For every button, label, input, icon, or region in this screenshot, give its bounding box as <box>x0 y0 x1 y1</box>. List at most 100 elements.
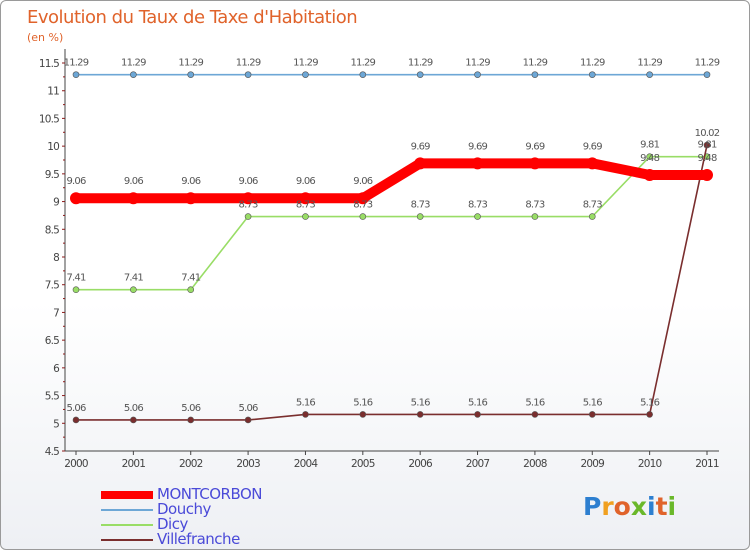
data-label-douchy: 11.29 <box>121 58 146 69</box>
y-tick-label: 7.5 <box>45 280 59 292</box>
data-point-montcorbon <box>127 192 140 205</box>
data-label-montcorbon-extra: 9.48 <box>640 153 660 164</box>
y-tick-label: 10 <box>47 141 59 153</box>
data-point-dicy <box>130 286 137 294</box>
data-label-villefranche: 5.06 <box>181 403 201 414</box>
data-point-montcorbon <box>528 157 541 170</box>
series-line-dicy <box>76 155 707 291</box>
data-label-douchy: 11.29 <box>637 58 662 69</box>
y-tick-label: 8 <box>53 252 59 264</box>
y-tick-label: 4.5 <box>45 446 59 458</box>
data-label-villefranche: 5.16 <box>583 397 603 408</box>
data-label-montcorbon: 9.06 <box>296 176 316 187</box>
data-label-douchy: 11.29 <box>695 58 720 69</box>
legend-label-montcorbon: MONTCORBON <box>157 485 263 503</box>
data-point-montcorbon <box>70 192 82 205</box>
legend-swatch-villefranche <box>101 539 153 541</box>
data-label-villefranche: 5.06 <box>239 403 259 414</box>
data-point-villefranche <box>244 416 252 424</box>
data-point-dicy <box>302 213 309 220</box>
data-label-montcorbon: 9.69 <box>525 141 545 152</box>
data-point-douchy <box>416 71 424 78</box>
data-point-villefranche <box>130 416 137 424</box>
data-label-dicy: 9.81 <box>697 140 717 151</box>
chart-title: Evolution du Taux de Taxe d'Habitation <box>27 7 358 28</box>
data-point-villefranche <box>187 416 195 424</box>
data-point-montcorbon <box>414 157 427 170</box>
y-tick-label: 5.5 <box>45 391 59 403</box>
data-point-villefranche <box>588 411 596 418</box>
data-point-dicy <box>187 286 195 294</box>
data-label-douchy: 11.29 <box>408 58 433 69</box>
data-label-montcorbon: 9.06 <box>353 176 373 187</box>
data-label-montcorbon: 9.06 <box>124 176 144 187</box>
data-label-villefranche: 5.16 <box>296 397 316 408</box>
data-point-montcorbon <box>586 157 599 170</box>
logo-letter: i <box>667 492 677 521</box>
data-label-dicy: 8.73 <box>239 200 259 211</box>
data-label-montcorbon: 9.69 <box>411 141 431 152</box>
data-point-douchy <box>302 71 309 78</box>
data-point-douchy <box>588 71 596 78</box>
data-label-douchy: 11.29 <box>236 58 261 69</box>
logo-letter: o <box>613 492 631 521</box>
x-tick-label: 2009 <box>581 458 605 470</box>
data-label-dicy: 8.73 <box>468 200 488 211</box>
data-point-villefranche <box>474 411 481 418</box>
data-point-douchy <box>359 71 367 78</box>
data-label-montcorbon: 9.06 <box>181 176 201 187</box>
data-point-villefranche <box>531 411 539 418</box>
logo-letter: x <box>630 492 647 521</box>
data-point-dicy <box>646 153 653 160</box>
x-tick-label: 2003 <box>236 458 260 470</box>
x-tick-label: 2002 <box>179 458 203 470</box>
x-tick-label: 2008 <box>523 458 547 470</box>
data-point-montcorbon <box>643 168 656 181</box>
proxiti-logo: Proxiti <box>583 492 676 521</box>
data-point-dicy <box>588 213 596 220</box>
data-point-dicy <box>244 213 252 220</box>
data-label-villefranche: 10.02 <box>695 128 720 139</box>
data-point-villefranche <box>646 411 653 418</box>
data-label-montcorbon: 9.69 <box>468 141 488 152</box>
legend-label-dicy: Dicy <box>157 515 188 533</box>
y-tick-label: 11.5 <box>39 58 59 70</box>
logo-letter: r <box>601 492 614 521</box>
data-label-montcorbon: 9.06 <box>66 176 86 187</box>
data-point-dicy <box>474 213 481 220</box>
data-label-douchy: 11.29 <box>64 58 89 69</box>
series-line-villefranche <box>76 144 708 421</box>
data-point-douchy <box>474 71 481 78</box>
data-label-dicy: 8.73 <box>296 200 316 211</box>
logo-letter: P <box>583 492 602 521</box>
chart-axes: 4.5 5 5.5 6 6.5 7 7.5 8 8.5 9 9.5 10 10.5 11 11.5 2000 2… <box>39 49 720 470</box>
data-point-dicy <box>359 213 367 220</box>
x-tick-label: 2011 <box>695 458 719 470</box>
y-tick-label: 9.5 <box>45 169 59 181</box>
data-point-villefranche <box>359 411 367 418</box>
y-tick-label: 7 <box>53 307 59 319</box>
data-label-villefranche: 5.16 <box>468 397 488 408</box>
y-tick-label: 8.5 <box>45 224 59 236</box>
data-label-villefranche: 5.16 <box>640 397 660 408</box>
chart-subtitle: (en %) <box>27 31 64 44</box>
data-point-dicy <box>416 213 424 220</box>
data-label-douchy: 11.29 <box>350 58 375 69</box>
data-label-dicy: 7.41 <box>124 273 144 284</box>
data-label-villefranche: 5.16 <box>525 397 545 408</box>
data-label-montcorbon: 9.06 <box>239 176 259 187</box>
legend-label-villefranche: Villefranche <box>157 530 240 548</box>
data-point-villefranche <box>72 416 80 424</box>
data-point-montcorbon <box>299 192 312 205</box>
data-point-montcorbon <box>701 168 713 181</box>
data-point-dicy <box>531 213 539 220</box>
data-point-douchy <box>72 71 80 78</box>
data-label-villefranche: 5.06 <box>66 403 86 414</box>
series-layer <box>70 71 713 424</box>
x-tick-label: 2001 <box>122 458 146 470</box>
data-label-villefranche: 5.16 <box>411 397 431 408</box>
data-label-villefranche: 5.16 <box>353 397 373 408</box>
data-point-dicy <box>72 286 80 294</box>
data-point-montcorbon <box>356 192 369 205</box>
